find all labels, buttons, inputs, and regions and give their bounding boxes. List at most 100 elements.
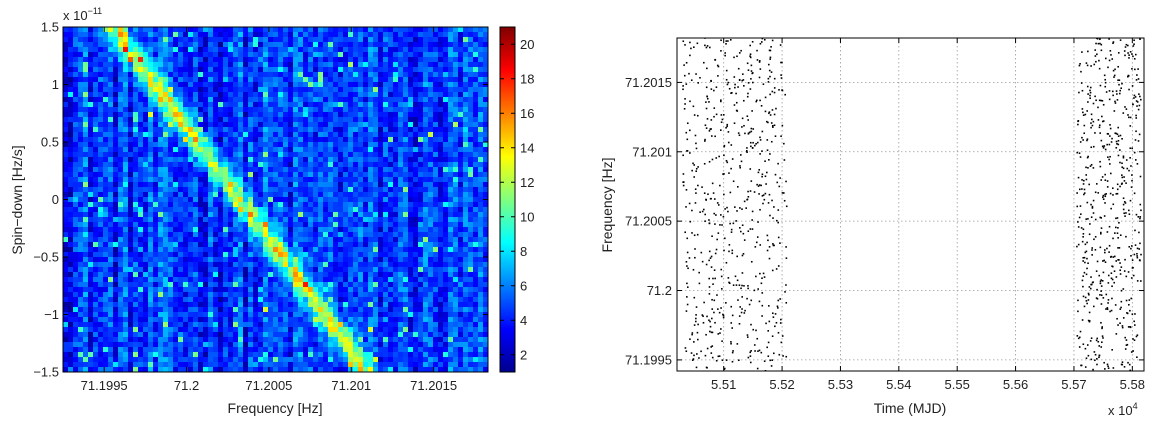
heatmap-cell xyxy=(228,172,234,178)
heatmap-cell xyxy=(68,267,74,273)
heatmap-cell xyxy=(293,257,299,263)
heatmap-cell xyxy=(118,237,124,243)
heatmap-cell xyxy=(298,97,304,103)
heatmap-cell xyxy=(268,307,274,313)
heatmap-cell xyxy=(233,62,239,68)
heatmap-cell xyxy=(358,177,364,183)
heatmap-cell xyxy=(313,72,319,78)
heatmap-cell xyxy=(323,222,329,228)
heatmap-cell xyxy=(198,252,204,258)
heatmap-cell xyxy=(168,247,174,253)
heatmap-cell xyxy=(168,162,174,168)
heatmap-cell xyxy=(243,287,249,293)
heatmap-cell xyxy=(123,157,129,163)
heatmap-cell xyxy=(203,197,209,203)
heatmap-cell xyxy=(338,307,344,313)
heatmap-cell xyxy=(393,122,399,128)
heatmap-cell xyxy=(343,307,349,313)
heatmap-cell xyxy=(328,277,334,283)
heatmap-cell xyxy=(78,167,84,173)
heatmap-cell xyxy=(393,147,399,153)
heatmap-cell xyxy=(383,27,389,33)
heatmap-cell xyxy=(473,282,479,288)
heatmap-cell xyxy=(203,137,209,143)
heatmap-cell xyxy=(118,177,124,183)
heatmap-cell xyxy=(243,82,249,88)
heatmap-cell xyxy=(328,232,334,238)
heatmap-cell xyxy=(418,82,424,88)
heatmap-cell xyxy=(168,212,174,218)
heatmap-cell xyxy=(323,107,329,113)
heatmap-cell xyxy=(238,272,244,278)
heatmap-cell xyxy=(178,192,184,198)
heatmap-cell xyxy=(418,167,424,173)
heatmap-cell xyxy=(83,132,89,138)
heatmap-cell xyxy=(248,262,254,268)
heatmap-cell xyxy=(363,72,369,78)
heatmap-cell xyxy=(403,132,409,138)
heatmap-cell xyxy=(63,252,69,258)
heatmap-cell xyxy=(78,252,84,258)
heatmap-cell xyxy=(223,47,229,53)
heatmap-cell xyxy=(438,62,444,68)
heatmap-cell xyxy=(113,317,119,323)
heatmap-cell xyxy=(208,127,214,133)
heatmap-cell xyxy=(198,242,204,248)
heatmap-cell xyxy=(393,202,399,208)
heatmap-cell xyxy=(338,247,344,253)
heatmap-cell xyxy=(403,47,409,53)
heatmap-cell xyxy=(333,187,339,193)
heatmap-cell xyxy=(163,177,169,183)
heatmap-cell xyxy=(438,197,444,203)
heatmap-cell xyxy=(268,42,274,48)
heatmap-cell xyxy=(208,272,214,278)
heatmap-cell xyxy=(363,272,369,278)
heatmap-cell xyxy=(173,217,179,223)
heatmap-cell xyxy=(68,257,74,263)
heatmap-cell xyxy=(303,232,309,238)
heatmap-cell xyxy=(288,307,294,313)
heatmap-cell xyxy=(458,42,464,48)
heatmap-cell xyxy=(298,277,304,283)
heatmap-cell xyxy=(453,197,459,203)
heatmap-cell xyxy=(338,257,344,263)
heatmap-cell xyxy=(173,167,179,173)
heatmap-cell xyxy=(83,292,89,298)
heatmap-cell xyxy=(348,187,354,193)
heatmap-cell xyxy=(153,217,159,223)
heatmap-cell xyxy=(108,122,114,128)
heatmap-cell xyxy=(338,52,344,58)
heatmap-cell xyxy=(348,137,354,143)
heatmap-cell xyxy=(308,37,314,43)
heatmap-cell xyxy=(103,192,109,198)
heatmap-cell xyxy=(398,32,404,38)
heatmap-cell xyxy=(158,317,164,323)
heatmap-cell xyxy=(273,237,279,243)
heatmap-cell xyxy=(193,127,199,133)
heatmap-cell xyxy=(153,27,159,33)
heatmap-cell xyxy=(158,117,164,123)
heatmap-cell xyxy=(263,262,269,268)
heatmap-cell xyxy=(238,227,244,233)
heatmap-cell xyxy=(293,112,299,118)
heatmap-cell xyxy=(98,202,104,208)
heatmap-cell xyxy=(298,212,304,218)
heatmap-cell xyxy=(228,272,234,278)
heatmap-cell xyxy=(243,187,249,193)
heatmap-cell xyxy=(323,57,329,63)
heatmap-cell xyxy=(418,312,424,318)
heatmap-cell xyxy=(438,272,444,278)
heatmap-cell xyxy=(198,157,204,163)
heatmap-cell xyxy=(88,47,94,53)
heatmap-cell xyxy=(288,62,294,68)
heatmap-cell xyxy=(293,137,299,143)
heatmap-cell xyxy=(328,47,334,53)
heatmap-cell xyxy=(468,182,474,188)
heatmap-cell xyxy=(63,262,69,268)
heatmap-cell xyxy=(128,107,134,113)
heatmap-cell xyxy=(148,232,154,238)
heatmap-cell xyxy=(383,182,389,188)
heatmap-cell xyxy=(473,222,479,228)
heatmap-cell xyxy=(418,197,424,203)
heatmap-cell xyxy=(313,222,319,228)
